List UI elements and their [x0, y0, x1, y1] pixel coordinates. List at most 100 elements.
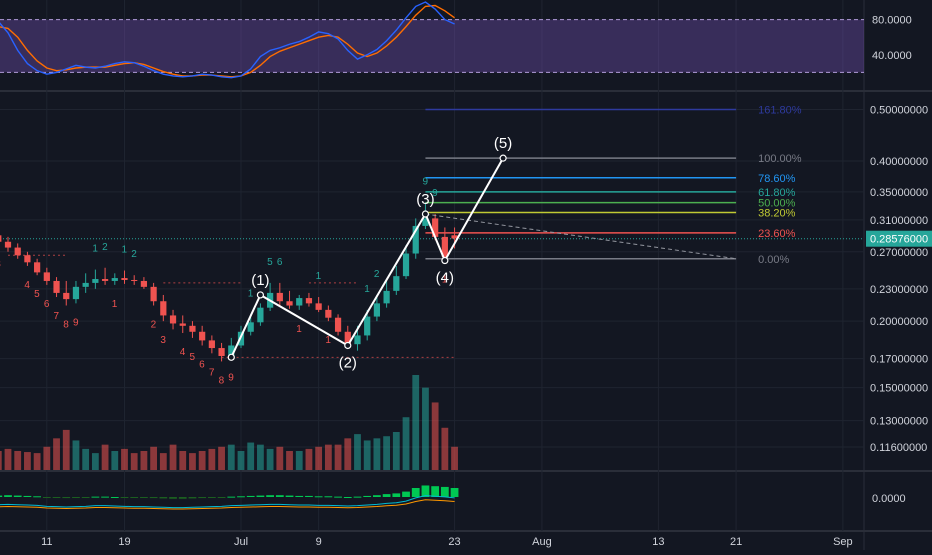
volume-bar [324, 444, 332, 470]
time-tick-label: Sep [833, 536, 853, 548]
candle-body [305, 298, 313, 304]
fib-level-label: 23.60% [758, 228, 796, 240]
oscillator-bar [324, 496, 333, 498]
candle-body [373, 303, 381, 317]
price-tick-label: 0.15000000 [870, 383, 928, 395]
candle-body [4, 241, 12, 248]
td-sequential-count: 1 [248, 288, 254, 299]
time-tick-label: Jul [234, 536, 248, 548]
oscillator-bar [217, 497, 226, 498]
wave-label: (3) [416, 191, 434, 208]
td-sequential-count: 1 [325, 335, 331, 346]
volume-bar [62, 429, 70, 470]
oscillator-bar [392, 493, 401, 497]
price-tick-label: 0.11600000 [870, 442, 927, 454]
oscillator-bar [188, 497, 197, 499]
wave-point [256, 291, 265, 299]
volume-bar [53, 438, 60, 470]
candle-body [0, 235, 2, 242]
stochastic-k-line [0, 1, 455, 79]
candle-body [296, 298, 303, 306]
oscillator-bar [431, 486, 440, 497]
oscillator-bar [62, 497, 71, 499]
oscillator-bar [101, 496, 109, 498]
td-sequential-count: 3 [160, 335, 166, 346]
td-sequential-count: 5 [267, 257, 273, 268]
fib-level-label: 100.00% [758, 153, 802, 165]
price-tick-label: 0.40000000 [870, 156, 928, 168]
current-price-tag [866, 230, 932, 247]
price-tick-label: 0.31000000 [870, 215, 928, 227]
volume-bar [150, 446, 158, 470]
candle-body [82, 282, 89, 287]
volume-bar [305, 448, 313, 470]
candle-body [160, 301, 167, 316]
oscillator-bar [353, 496, 362, 498]
oscillator-bar [227, 496, 236, 498]
candle-body [121, 278, 128, 280]
volume-bar [72, 440, 80, 470]
volume-bar [0, 451, 2, 470]
candle-body [422, 218, 429, 226]
oscillator-bar [23, 495, 32, 497]
candle-body [364, 316, 371, 336]
td-sequential-count: 1 [442, 275, 448, 286]
candle-body [257, 307, 264, 323]
wave-point [421, 210, 430, 218]
candle-body [24, 255, 31, 263]
candle-body [169, 315, 177, 324]
td-sequential-count: 1 [364, 284, 370, 295]
oscillator-bar [411, 488, 420, 497]
td-sequential-count: 4 [180, 347, 186, 358]
fib-level-label: 78.60% [758, 173, 796, 185]
td-sequential-count: 9 [228, 373, 234, 384]
oscillator-bar [237, 496, 245, 498]
candle-body [276, 292, 283, 302]
volume-bar [247, 442, 255, 470]
volume-bar [334, 444, 342, 470]
candle-body [92, 279, 99, 283]
candle-body [228, 345, 235, 356]
candle-body [286, 301, 293, 306]
volume-bar [344, 438, 352, 470]
time-tick-label: 13 [652, 536, 664, 548]
volume-bar [383, 436, 391, 470]
oscillator-bar [198, 497, 207, 499]
price-tick-label: 0.20000000 [870, 316, 928, 328]
volume-bar [237, 451, 245, 470]
candle-body [247, 322, 254, 332]
volume-bar [140, 451, 148, 470]
volume-bar [189, 453, 196, 470]
volume-bar [412, 375, 420, 470]
candle-body [334, 317, 342, 332]
oscillator-bar [246, 495, 255, 497]
oscillator-bar [159, 497, 168, 499]
oscillator-bar [421, 485, 430, 497]
oscillator-bar [314, 496, 323, 498]
candle-body [412, 225, 419, 254]
td-sequential-count: 1 [92, 244, 98, 255]
volume-bar [363, 440, 371, 470]
td-sequential-count: 2 [374, 269, 380, 280]
td-sequential-count: 9 [73, 317, 79, 328]
oscillator-bar [13, 495, 22, 497]
candle-body [131, 279, 138, 281]
td-sequential-count: 4 [24, 280, 30, 291]
td-sequential-count: 2 [151, 320, 157, 331]
volume-bar [198, 451, 206, 470]
oscillator-bar [81, 497, 90, 498]
oscillator-bar [4, 495, 12, 497]
td-sequential-count: 6 [44, 299, 50, 310]
volume-bar [14, 451, 22, 470]
oscillator-bar [149, 497, 158, 499]
volume-bar [121, 448, 128, 470]
wave-label: (1) [251, 272, 269, 289]
oscillator-tick-label: 0.0000 [872, 493, 906, 505]
oscillator-bar [266, 495, 274, 497]
oscillator-bar [52, 497, 61, 498]
volume-bar [315, 446, 323, 470]
volume-bar [373, 438, 381, 470]
td-sequential-count: 9 [422, 177, 428, 188]
